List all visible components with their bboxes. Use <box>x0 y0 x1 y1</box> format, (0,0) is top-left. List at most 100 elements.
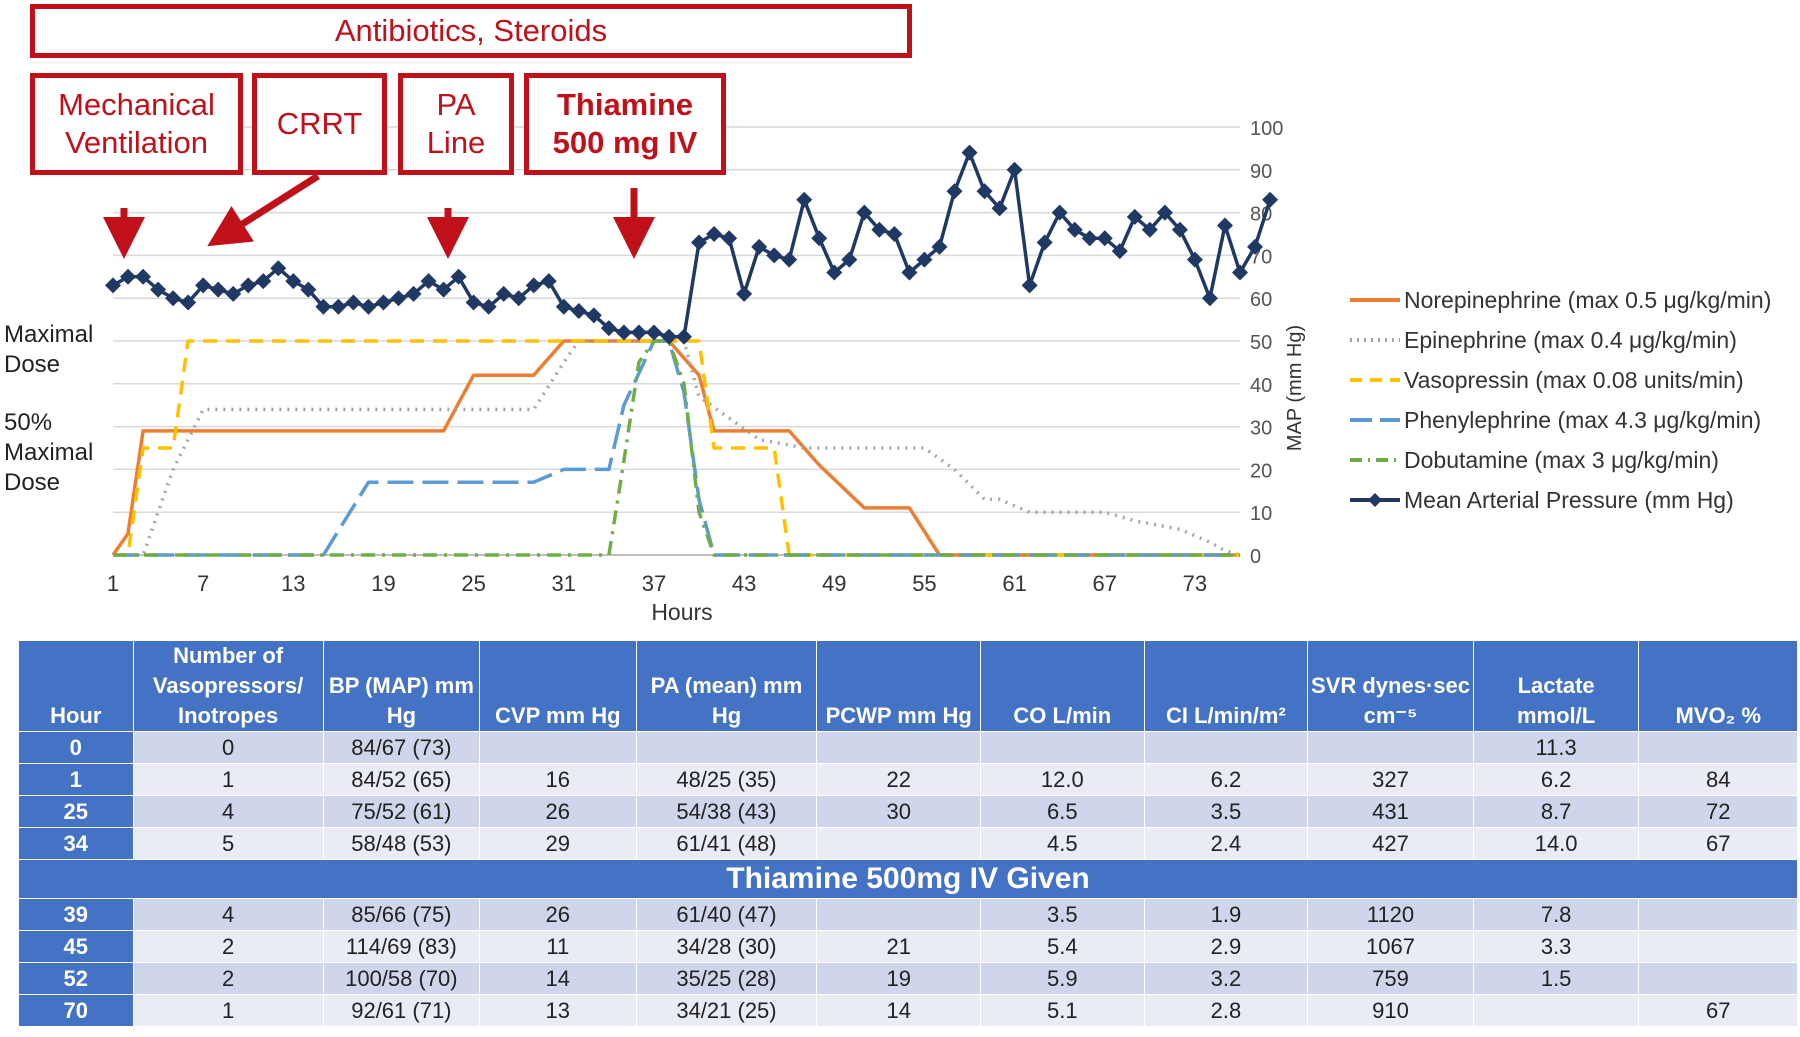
y-tick-label: 20 <box>1250 460 1272 482</box>
table-row: 39 4 85/66 (75) 26 61/40 (47) 3.5 1.9 1120 7.8 <box>18 898 1798 931</box>
table-cell <box>816 731 982 764</box>
table-cell: 61/40 (47) <box>635 898 818 931</box>
table-cell: 26 <box>479 795 637 828</box>
map-point <box>1247 238 1264 255</box>
pa-line-line1: PA <box>436 87 476 123</box>
map-point <box>691 234 708 251</box>
table-cell: 2 <box>132 930 324 963</box>
crrt-arrow <box>207 173 320 247</box>
x-tick-label: 19 <box>371 571 395 596</box>
y-tick-label: 100 <box>1250 118 1283 140</box>
table-row: 34 5 58/48 (53) 29 61/41 (48) 4.5 2.4 427 14.0 67 <box>18 827 1798 860</box>
map-point <box>1232 264 1248 281</box>
table-cell: 0 <box>132 731 324 764</box>
table-cell-hour: 70 <box>18 994 134 1027</box>
map-point <box>1096 230 1113 247</box>
table-cell: 1.9 <box>1143 898 1309 931</box>
map-point <box>300 281 317 298</box>
y-tick-label: 0 <box>1250 546 1261 568</box>
table-cell: 34/28 (30) <box>635 930 818 963</box>
map-point <box>660 328 677 345</box>
map-point <box>465 294 482 311</box>
map-point <box>210 281 227 298</box>
table-cell <box>1638 898 1798 931</box>
map-point <box>525 277 542 294</box>
map-point <box>570 303 587 320</box>
map-point <box>871 221 888 238</box>
table-cell: 11 <box>479 930 637 963</box>
table-cell: 7.8 <box>1472 898 1640 931</box>
legend-label-epinephrine: Epinephrine (max 0.4 μg/kg/min) <box>1404 326 1737 353</box>
table-cell: 14.0 <box>1472 827 1640 860</box>
map-point <box>1216 217 1233 234</box>
map-point <box>540 273 557 290</box>
table-cell: 26 <box>479 898 637 931</box>
map-point <box>991 200 1008 217</box>
mechanical-ventilation-box: Mechanical Ventilation <box>30 73 243 175</box>
table-cell: 72 <box>1638 795 1798 828</box>
x-tick-label: 49 <box>822 571 846 596</box>
x-tick-label: 55 <box>912 571 936 596</box>
thiamine-line1: Thiamine <box>556 87 694 123</box>
table-cell: 2.8 <box>1143 994 1309 1027</box>
header-bp: BP (MAP) mm Hg <box>322 640 481 732</box>
table-cell: 14 <box>479 962 637 995</box>
legend-swatch-vasopressin <box>1350 378 1400 382</box>
series-line-5 <box>112 150 1272 339</box>
maximal-dose-line1: Maximal <box>4 321 94 348</box>
legend-swatch-epinephrine <box>1350 338 1400 342</box>
table-cell: 22 <box>816 763 982 796</box>
table-cell: 114/69 (83) <box>322 930 481 963</box>
y-tick-label: 40 <box>1250 375 1272 397</box>
half-maximal-dose-label: 50% Maximal Dose <box>4 408 93 498</box>
map-point <box>886 226 903 242</box>
map-point <box>405 285 422 302</box>
table-cell: 2 <box>132 962 324 995</box>
table-cell: 5.4 <box>980 930 1145 963</box>
table-cell <box>1143 731 1309 764</box>
header-pa: PA (mean) mm Hg <box>635 640 818 732</box>
x-tick-label: 73 <box>1183 571 1207 596</box>
table-cell-hour: 1 <box>18 763 134 796</box>
map-point <box>676 328 693 345</box>
map-point <box>165 290 182 307</box>
maximal-dose-line2: Dose <box>4 351 61 378</box>
half-dose-line2: Maximal <box>4 439 94 466</box>
table-cell: 3.2 <box>1143 962 1309 995</box>
table-cell: 84/52 (65) <box>322 763 481 796</box>
header-pcwp: PCWP mm Hg <box>816 640 982 732</box>
legend-label-dobutamine: Dobutamine (max 3 μg/kg/min) <box>1404 446 1719 473</box>
legend-swatch-phenylephrine <box>1350 418 1400 422</box>
table-cell <box>1638 930 1798 963</box>
table-cell <box>479 731 637 764</box>
table-cell: 84 <box>1638 763 1798 796</box>
x-tick-label: 7 <box>197 571 209 596</box>
map-point <box>1066 221 1083 238</box>
x-axis-label: Hours <box>651 599 712 625</box>
annotation-arrows <box>103 173 655 259</box>
legend-item-dobutamine: Dobutamine (max 3 μg/kg/min) <box>1348 440 1771 480</box>
table-cell: 100/58 (70) <box>322 962 481 995</box>
thiamine-given-banner: Thiamine 500mg IV Given <box>18 859 1798 899</box>
y-tick-label: 10 <box>1250 503 1272 525</box>
map-point <box>826 264 843 281</box>
table-cell: 34/21 (25) <box>635 994 818 1027</box>
legend-swatch-map <box>1350 493 1400 507</box>
table-cell: 85/66 (75) <box>322 898 481 931</box>
table-cell: 3.5 <box>980 898 1145 931</box>
table-cell-hour: 25 <box>18 795 134 828</box>
map-point <box>150 281 167 298</box>
x-tick-label: 25 <box>461 571 485 596</box>
map-markers <box>105 144 1279 345</box>
table-cell: 30 <box>816 795 982 828</box>
pa-line-line2: Line <box>426 125 486 160</box>
header-ci: CI L/min/m² <box>1143 640 1309 732</box>
map-point <box>420 273 437 290</box>
legend-item-map: Mean Arterial Pressure (mm Hg) <box>1348 480 1771 520</box>
map-point <box>135 268 152 285</box>
table-cell: 61/41 (48) <box>635 827 818 860</box>
map-point <box>841 251 858 268</box>
table-body: 0 0 84/67 (73) 11.3 1 1 84/52 (65) 16 48/25 (35)… <box>18 731 1798 1027</box>
legend-item-vasopressin: Vasopressin (max 0.08 units/min) <box>1348 360 1771 400</box>
